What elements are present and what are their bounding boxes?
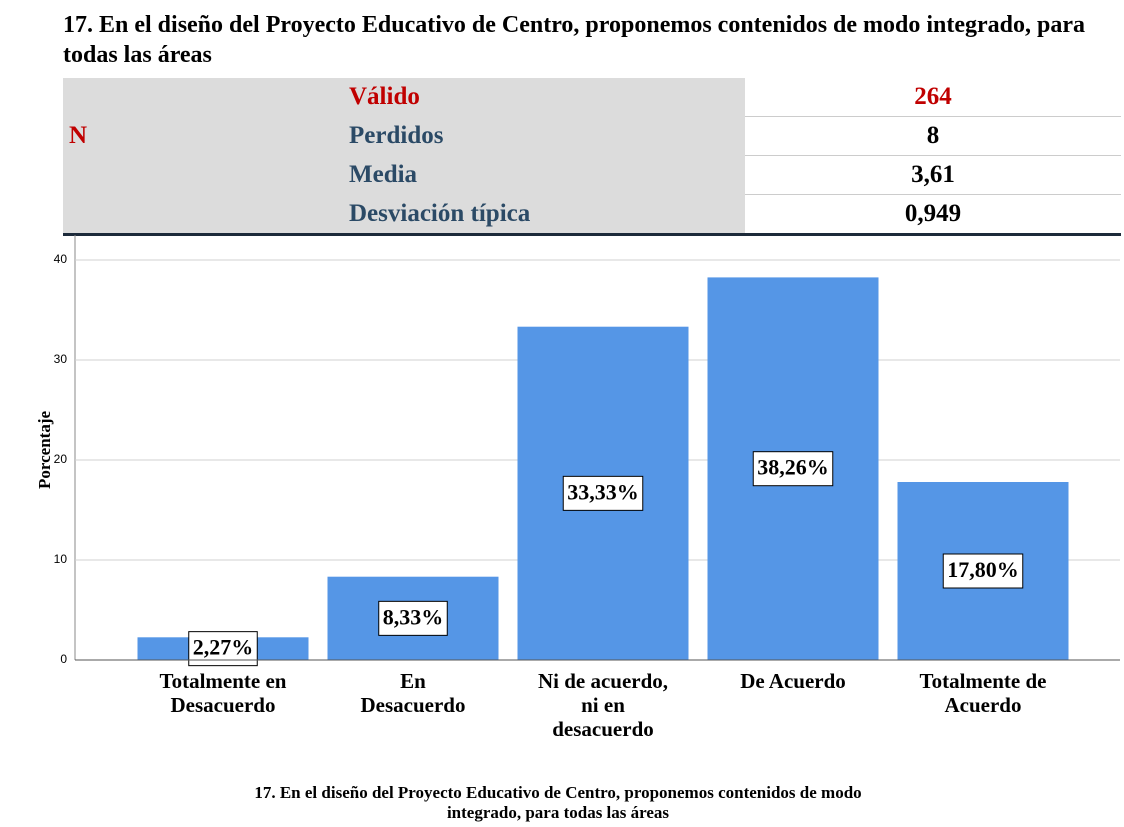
cell: N <box>63 78 343 195</box>
cell: Media <box>343 155 745 195</box>
value-label-box <box>378 600 448 636</box>
bar <box>517 326 689 660</box>
x-axis-label: integrado, para todas las áreas <box>447 803 669 822</box>
value-label: 8,33% <box>383 604 444 629</box>
value-label-box <box>752 451 834 487</box>
x-tick-label: Desacuerdo <box>361 693 466 717</box>
cell: Desviación típica <box>343 194 745 235</box>
bar <box>897 482 1069 660</box>
y-tick-label: 10 <box>54 552 68 566</box>
x-tick-label: Totalmente de <box>920 669 1047 693</box>
value-label: 33,33% <box>567 479 639 504</box>
value-label-box <box>942 553 1024 589</box>
x-tick-label: desacuerdo <box>552 717 654 741</box>
x-tick-label: Desacuerdo <box>171 693 276 717</box>
x-tick-label: ni en <box>581 693 625 717</box>
cell: Perdidos <box>343 116 745 156</box>
title: 17. En el diseño del Proyecto Educativo … <box>63 12 1086 68</box>
x-tick-label: De Acuerdo <box>740 669 846 693</box>
cell: 8 <box>745 116 1121 156</box>
x-tick-label: Ni de acuerdo, <box>538 669 668 693</box>
value-label: 2,27% <box>193 635 254 660</box>
y-tick-label: 0 <box>60 652 67 666</box>
value-label-box <box>562 475 644 511</box>
cell <box>63 194 343 235</box>
bar <box>327 576 499 660</box>
cell: Válido <box>343 78 745 117</box>
x-tick-label: Totalmente en <box>160 669 287 693</box>
y-tick-label: 30 <box>54 352 68 366</box>
cell: 0,949 <box>745 194 1121 235</box>
x-axis-label: 17. En el diseño del Proyecto Educativo … <box>254 783 861 802</box>
stats-table: N Válido 264 Perdidos 8 Media 3,61 Desviació… <box>63 78 1121 236</box>
value-label-box <box>188 631 258 667</box>
y-tick-label: 20 <box>54 452 68 466</box>
y-axis-label: Porcentaje <box>35 411 54 489</box>
bar <box>137 637 309 660</box>
x-tick-label: Acuerdo <box>945 693 1022 717</box>
cell: 264 <box>745 78 1121 117</box>
y-tick-label: 40 <box>54 252 68 266</box>
cell: 3,61 <box>745 155 1121 195</box>
value-label: 17,80% <box>947 557 1019 582</box>
x-tick-label: En <box>400 669 426 693</box>
bar <box>707 277 879 660</box>
value-label: 38,26% <box>757 455 829 480</box>
